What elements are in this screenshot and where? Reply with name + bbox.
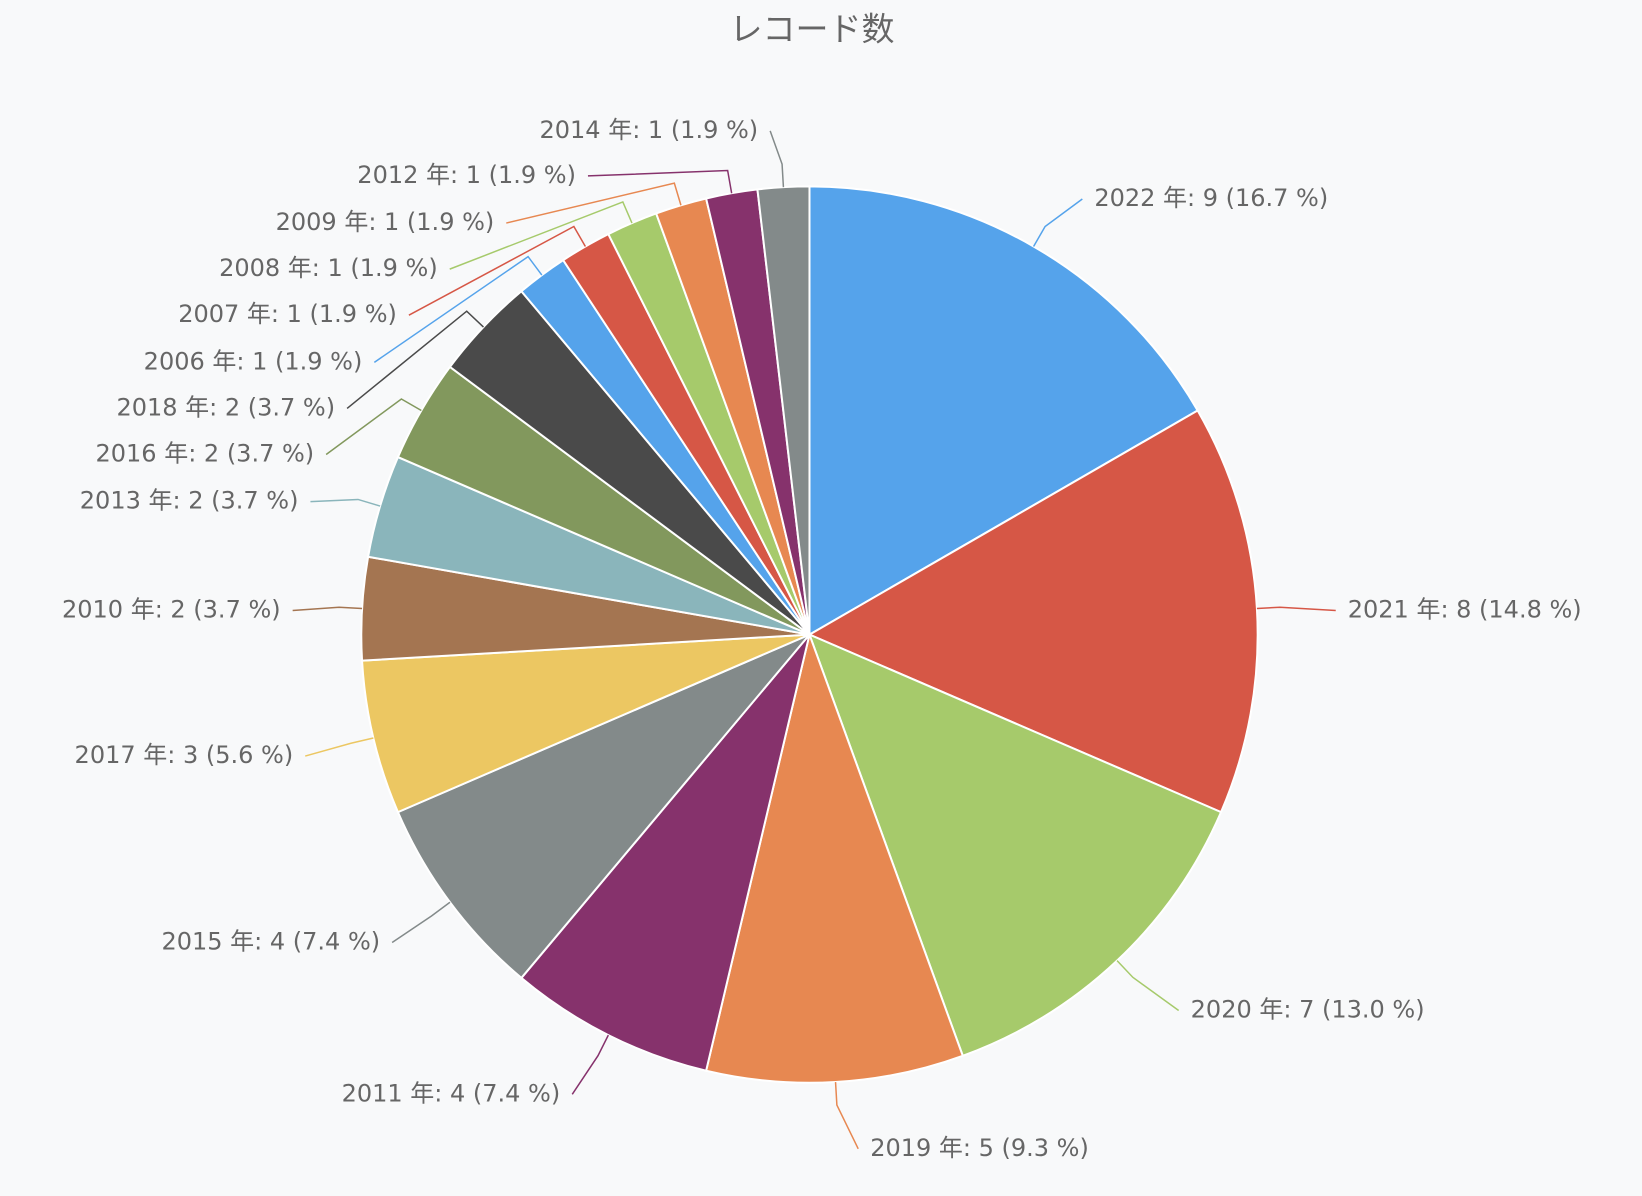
data-label: 2012 年: 1 (1.9 %) bbox=[357, 161, 576, 189]
data-label: 2013 年: 2 (3.7 %) bbox=[80, 487, 299, 515]
pie-slice bbox=[807, 632, 1223, 1058]
leader-line bbox=[325, 398, 422, 456]
leader-line bbox=[587, 169, 733, 194]
data-label: 2015 年: 4 (7.4 %) bbox=[161, 927, 380, 955]
leader-line bbox=[769, 130, 785, 188]
leader-line bbox=[1116, 960, 1180, 1012]
pie-slice bbox=[756, 185, 811, 635]
pie-slice bbox=[704, 631, 965, 1084]
leader-line bbox=[373, 255, 543, 363]
data-label: 2006 年: 1 (1.9 %) bbox=[144, 347, 363, 375]
leader-line bbox=[408, 225, 587, 316]
data-label: 2008 年: 1 (1.9 %) bbox=[219, 254, 438, 282]
leader-line bbox=[506, 182, 682, 224]
data-label: 2017 年: 3 (5.6 %) bbox=[75, 741, 294, 769]
leader-line bbox=[310, 498, 381, 507]
data-label: 2019 年: 5 (9.3 %) bbox=[870, 1134, 1089, 1162]
leader-line bbox=[305, 737, 374, 757]
data-label: 2007 年: 1 (1.9 %) bbox=[178, 300, 397, 328]
data-label: 2014 年: 1 (1.9 %) bbox=[540, 116, 759, 144]
pie-slice bbox=[360, 633, 810, 814]
data-label: 2022 年: 9 (16.7 %) bbox=[1094, 184, 1328, 212]
data-label: 2020 年: 7 (13.0 %) bbox=[1191, 996, 1425, 1024]
data-label: 2016 年: 2 (3.7 %) bbox=[96, 439, 315, 467]
leader-line bbox=[391, 901, 451, 944]
chart-title: レコード数 bbox=[730, 10, 895, 49]
data-label: 2010 年: 2 (3.7 %) bbox=[62, 596, 281, 624]
leader-line bbox=[1256, 606, 1336, 612]
data-label: 2018 年: 2 (3.7 %) bbox=[116, 393, 335, 421]
data-label: 2011 年: 4 (7.4 %) bbox=[342, 1079, 561, 1107]
leader-line bbox=[346, 310, 484, 409]
pie-slice bbox=[807, 409, 1259, 814]
data-label: 2021 年: 8 (14.8 %) bbox=[1348, 596, 1582, 624]
leader-line bbox=[1032, 198, 1083, 247]
pie-slice bbox=[808, 185, 1199, 637]
leader-line bbox=[571, 1034, 609, 1095]
data-label: 2009 年: 1 (1.9 %) bbox=[276, 208, 495, 236]
leader-line bbox=[292, 606, 363, 612]
leader-line bbox=[834, 1081, 859, 1150]
leader-line bbox=[449, 200, 633, 270]
